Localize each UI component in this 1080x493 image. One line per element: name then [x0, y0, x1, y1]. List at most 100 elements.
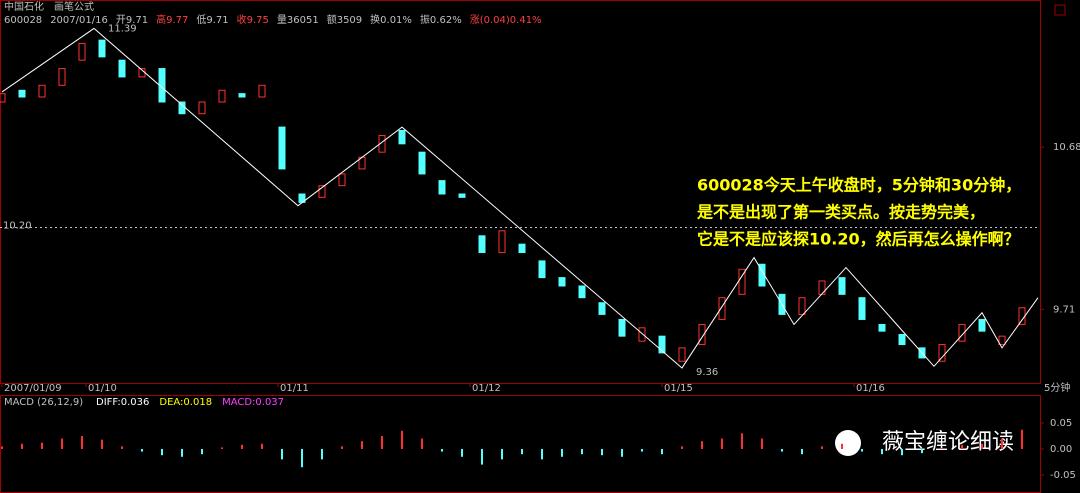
candle-body: [198, 101, 206, 115]
candle-body: [238, 93, 246, 98]
candle-body: [538, 260, 546, 279]
y-tick-label: 0.05: [1050, 418, 1072, 429]
x-tick-label: 2007/01/09: [4, 383, 62, 394]
candle-body: [98, 39, 106, 58]
candle-body: [798, 297, 806, 315]
candle-body: [0, 93, 6, 103]
x-tick-label: 01/15: [664, 383, 693, 394]
chart-title: 中国石化: [4, 0, 44, 13]
macd-bar: [821, 446, 823, 449]
zigzag-line: [1, 27, 1039, 369]
macd-bar: [461, 448, 463, 457]
candle-body: [658, 335, 666, 354]
macd-label: MACD:0.037: [222, 397, 284, 408]
candle-body: [38, 84, 46, 98]
candle-body: [838, 277, 846, 295]
header-item: 收9.75: [237, 13, 269, 26]
candle-body: [438, 180, 446, 195]
macd-bar: [301, 448, 303, 468]
candle-body: [478, 235, 486, 254]
candle-body: [958, 323, 966, 342]
macd-bar: [321, 448, 323, 460]
macd-bar: [981, 443, 983, 449]
macd-bar: [1001, 438, 1003, 449]
macd-bar: [381, 435, 383, 449]
header-item: 振0.62%: [420, 13, 462, 26]
y-tick-label: 10.68: [1053, 142, 1080, 153]
macd-bar: [121, 446, 123, 449]
header-item: 量36051: [277, 14, 319, 26]
candle-body: [378, 134, 386, 153]
macd-bar: [241, 444, 243, 449]
candle-body: [738, 268, 746, 295]
header-item: 开9.71: [116, 15, 148, 26]
candle-body: [338, 173, 346, 187]
watermark-icon: [835, 430, 861, 456]
chart-subtitle: 画笔公式: [54, 0, 94, 13]
x-tick-label: 01/12: [472, 383, 501, 394]
macd-bar: [341, 446, 343, 449]
macd-title: MACD (26,12,9): [4, 397, 83, 408]
macd-bar: [1, 446, 3, 449]
macd-bar: [421, 438, 423, 449]
macd-bar: [541, 448, 543, 460]
candle-body: [978, 318, 986, 332]
header-item: 低9.71: [196, 13, 228, 26]
macd-bar: [801, 448, 803, 455]
corner-box: [1054, 4, 1066, 16]
macd-bar: [621, 448, 623, 457]
candle-body: [58, 68, 66, 86]
macd-bar: [701, 441, 703, 449]
macd-bar: [141, 448, 143, 452]
macd-bar: [401, 430, 403, 449]
macd-bar: [661, 448, 663, 455]
candle-body: [878, 323, 886, 332]
candle-body: [418, 151, 426, 175]
macd-bar: [161, 448, 163, 456]
price-frame: [0, 0, 1041, 384]
candle-body: [938, 344, 946, 362]
macd-bar: [501, 448, 503, 460]
period-label: 5分钟: [1044, 381, 1070, 394]
macd-bar: [921, 448, 923, 454]
macd-bar: [221, 447, 223, 449]
annotation: 是不是出现了第一类买点。按走势完美，: [696, 203, 985, 222]
candle-body: [858, 297, 866, 320]
header-item: 高9.77: [156, 13, 188, 26]
macd-bar: [361, 441, 363, 449]
candle-body: [118, 59, 126, 78]
watermark: 薇宝缠论细读: [882, 430, 1014, 455]
extreme-label: 11.39: [108, 23, 137, 34]
x-tick-label: 01/16: [856, 383, 885, 394]
extreme-label: 9.36: [696, 367, 718, 378]
macd-bar: [521, 448, 523, 455]
macd-bar: [881, 448, 883, 455]
candle-body: [398, 129, 406, 145]
macd-label: DIFF:0.036: [96, 397, 149, 408]
header-item: 涨(0.04)0.41%: [470, 14, 542, 26]
candle-body: [578, 285, 586, 299]
candle-body: [698, 323, 706, 346]
x-tick-label: 01/11: [280, 383, 309, 394]
macd-bar: [581, 448, 583, 455]
candle-body: [18, 89, 26, 98]
candle-body: [178, 101, 186, 115]
macd-bar: [641, 448, 643, 452]
macd-bar: [281, 448, 283, 460]
candle-body: [598, 302, 606, 315]
macd-bar: [441, 448, 443, 452]
macd-bar: [61, 438, 63, 449]
candle-body: [998, 335, 1006, 346]
reference-label: 10.20: [3, 220, 32, 231]
macd-label: DEA:0.018: [159, 397, 212, 408]
macd-bar: [261, 443, 263, 449]
macd-bar: [601, 448, 603, 456]
candle-body: [78, 42, 86, 61]
candle-body: [258, 84, 266, 98]
candle-body: [558, 277, 566, 287]
candle-body: [638, 327, 646, 342]
candle-body: [518, 243, 526, 254]
macd-bar: [181, 448, 183, 457]
